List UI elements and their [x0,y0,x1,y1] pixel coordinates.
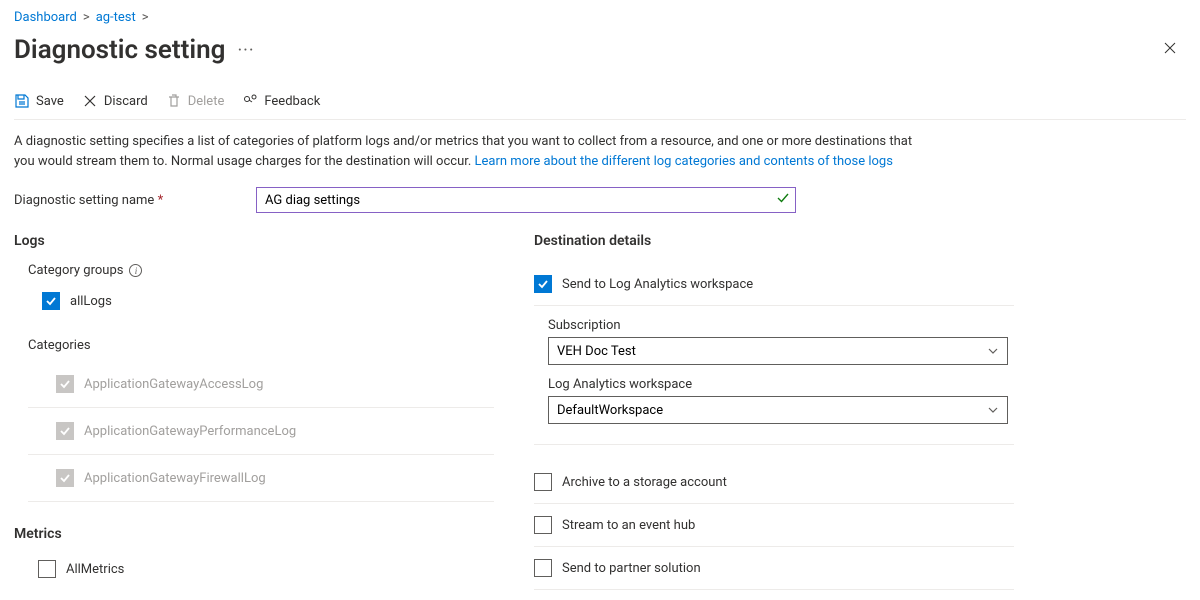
dest-storage-checkbox[interactable] [534,473,552,491]
breadcrumb-sep: > [83,10,90,25]
category-checkbox-accesslog [56,375,74,393]
categories-label: Categories [28,338,494,353]
page-title: Diagnostic setting [14,35,225,65]
dest-partner-checkbox[interactable] [534,559,552,577]
feedback-button[interactable]: Feedback [242,93,320,109]
dest-law-checkbox[interactable] [534,275,552,293]
category-label: ApplicationGatewayFirewallLog [84,471,266,486]
workspace-label: Log Analytics workspace [548,377,1014,392]
save-icon [14,93,30,109]
category-checkbox-firewalllog [56,469,74,487]
category-checkbox-perflog [56,422,74,440]
breadcrumb: Dashboard > ag-test > [14,10,1186,25]
subscription-select[interactable]: VEH Doc Test [548,337,1008,365]
close-button[interactable] [1154,36,1186,65]
learn-more-link[interactable]: Learn more about the different log categ… [475,154,893,169]
feedback-label: Feedback [264,94,320,109]
alllogs-checkbox[interactable] [42,292,60,310]
toolbar: Save Discard Delete Feedback [14,85,1186,120]
dest-partner-label: Send to partner solution [562,561,701,576]
name-input[interactable] [256,187,796,213]
delete-label: Delete [188,94,225,109]
discard-label: Discard [104,94,148,109]
dest-eventhub-label: Stream to an event hub [562,518,695,533]
dest-storage-label: Archive to a storage account [562,475,727,490]
allmetrics-label: AllMetrics [66,562,124,577]
description: A diagnostic setting specifies a list of… [14,132,914,171]
delete-icon [166,93,182,109]
discard-icon [82,93,98,109]
delete-button: Delete [166,93,225,109]
dest-law-label: Send to Log Analytics workspace [562,277,753,292]
info-icon[interactable]: i [129,264,142,277]
category-label: ApplicationGatewayPerformanceLog [84,424,296,439]
valid-check-icon [776,191,790,209]
breadcrumb-sep: > [142,10,149,25]
breadcrumb-link-dashboard[interactable]: Dashboard [14,10,77,25]
alllogs-label: allLogs [70,294,112,309]
workspace-select[interactable]: DefaultWorkspace [548,396,1008,424]
subscription-label: Subscription [548,318,1014,333]
save-label: Save [36,94,64,109]
feedback-icon [242,93,258,109]
dest-eventhub-checkbox[interactable] [534,516,552,534]
more-menu-button[interactable]: ··· [237,40,254,61]
discard-button[interactable]: Discard [82,93,148,109]
category-groups-label: Category groups i [28,263,494,278]
destination-header: Destination details [534,233,1014,249]
metrics-header: Metrics [14,526,494,542]
logs-header: Logs [14,233,494,249]
breadcrumb-link-agtest[interactable]: ag-test [96,10,136,25]
save-button[interactable]: Save [14,93,64,109]
name-label: Diagnostic setting name * [14,193,244,208]
allmetrics-checkbox[interactable] [38,560,56,578]
category-label: ApplicationGatewayAccessLog [84,377,263,392]
